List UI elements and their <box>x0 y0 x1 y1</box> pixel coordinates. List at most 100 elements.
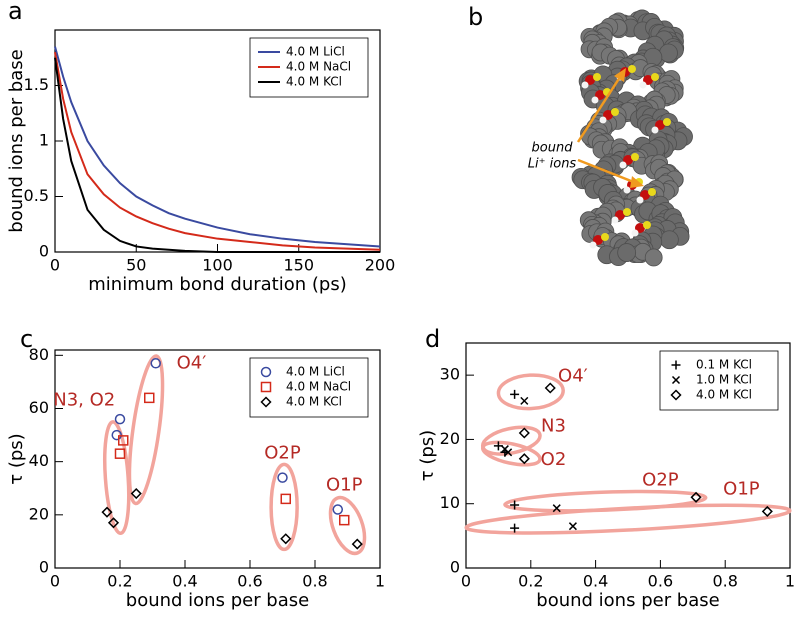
ion-site <box>643 75 653 85</box>
point <box>690 491 702 503</box>
x-tick-label: 0.4 <box>172 572 197 591</box>
arrow-head <box>630 176 644 188</box>
point <box>280 533 292 545</box>
ion-site <box>648 188 656 196</box>
point <box>277 472 288 483</box>
legend-swatch <box>671 360 681 370</box>
ion-site <box>615 210 625 220</box>
legend-label: 4.0 M NaCl <box>286 380 351 394</box>
ion-site <box>611 216 619 224</box>
x-tick-label: 0.8 <box>302 572 327 591</box>
panel-label: a <box>8 0 23 25</box>
annotation: O2P <box>264 443 301 464</box>
point <box>568 522 577 531</box>
point <box>518 453 530 465</box>
x-tick-label: 0.6 <box>648 572 673 591</box>
x-tick-label: 0 <box>461 572 471 591</box>
point <box>510 500 520 510</box>
x-tick-label: 0.2 <box>518 572 543 591</box>
y-tick-label: 30 <box>440 365 460 384</box>
x-tick-label: 0 <box>50 256 60 275</box>
x-tick-label: 200 <box>365 256 396 275</box>
point <box>520 396 529 405</box>
plot-frame <box>465 342 791 569</box>
line <box>54 46 381 248</box>
y-tick-label: 0.5 <box>24 186 49 205</box>
panel-label: b <box>468 3 483 31</box>
annotation: O2P <box>642 470 679 491</box>
ion-site <box>663 118 671 126</box>
arrow <box>577 158 637 185</box>
point <box>510 389 520 399</box>
legend-swatch <box>260 396 272 408</box>
legend-frame <box>659 350 779 411</box>
ion-site <box>640 190 650 200</box>
annotation: O1P <box>723 479 760 500</box>
y-tick-label: 20 <box>29 504 49 523</box>
point <box>114 448 126 459</box>
ion-site <box>601 233 609 241</box>
ion-site <box>599 116 607 124</box>
point <box>130 488 142 500</box>
ion-site <box>655 120 665 130</box>
group-ellipse <box>127 354 165 506</box>
annotation: O1P <box>326 475 363 496</box>
point <box>118 435 129 446</box>
y-tick-label: 1.5 <box>24 75 49 94</box>
y-tick-label: 20 <box>440 429 460 448</box>
annotation: O4′ <box>558 365 588 386</box>
point <box>111 429 122 441</box>
panel-label: d <box>425 325 440 353</box>
x-tick-label: 0.6 <box>237 572 262 591</box>
point <box>518 427 530 439</box>
legend-frame <box>249 357 369 418</box>
legend-swatch <box>670 389 682 401</box>
plot-frame <box>54 349 381 569</box>
y-tick-label: 40 <box>29 451 49 470</box>
point <box>107 517 120 529</box>
ion-site <box>631 153 639 161</box>
legend-swatch <box>260 381 272 393</box>
legend-swatch <box>260 366 272 378</box>
chart: c 0 0.2 0.4 0.6 0.8 1 0 20 40 60 80 bound ions per b… <box>6 325 385 611</box>
x-axis-label: minimum bond duration (ps) <box>88 274 346 295</box>
ion-site <box>651 73 659 81</box>
group-ellipse <box>481 440 542 467</box>
x-axis-label: bound ions per base <box>536 590 719 611</box>
ion-site <box>591 96 599 104</box>
atom <box>617 243 637 262</box>
point <box>339 514 350 526</box>
x-tick-label: 1 <box>375 572 385 591</box>
ion-site <box>603 110 613 120</box>
atom <box>659 230 679 250</box>
y-tick-label: 0 <box>39 242 49 261</box>
y-tick-label: 0 <box>39 558 49 577</box>
annotation: N3, O2 <box>53 390 115 411</box>
ion-site <box>593 73 601 81</box>
group-ellipse <box>496 373 565 411</box>
ion-site <box>623 208 631 216</box>
y-tick-label: 60 <box>29 398 49 417</box>
atom <box>644 248 663 267</box>
x-tick-label: 0.4 <box>583 572 608 591</box>
ion-site <box>643 221 651 229</box>
y-tick-label: 10 <box>440 493 460 512</box>
ion-site <box>636 196 644 204</box>
y-axis-label: τ (ps) <box>417 430 438 481</box>
point <box>552 504 561 513</box>
legend-label: 0.1 M KCl <box>696 358 752 372</box>
point <box>150 358 161 369</box>
ion-site <box>628 65 636 73</box>
legend-label: 4.0 M KCl <box>696 388 752 402</box>
point <box>761 505 773 517</box>
legend-label: 4.0 M LiCl <box>286 365 345 379</box>
group-ellipse <box>328 495 367 556</box>
annotation: bound <box>532 141 574 156</box>
x-axis-label: bound ions per base <box>126 590 309 611</box>
panel-b: b bound Li⁺ ions <box>468 3 693 267</box>
point <box>332 504 343 515</box>
point <box>544 382 556 394</box>
ion-site <box>623 186 631 194</box>
